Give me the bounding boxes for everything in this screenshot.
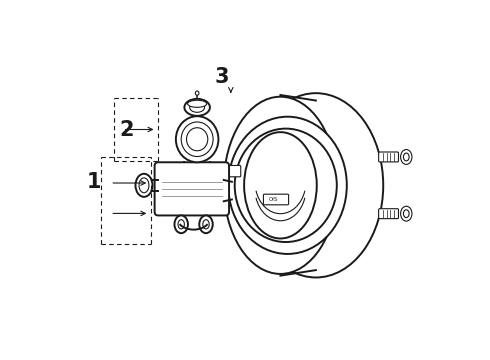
Ellipse shape — [178, 220, 184, 229]
Ellipse shape — [244, 132, 317, 238]
Text: 3: 3 — [215, 67, 229, 87]
Ellipse shape — [401, 149, 412, 165]
Ellipse shape — [248, 93, 383, 278]
Ellipse shape — [196, 91, 199, 95]
Text: 1: 1 — [87, 172, 101, 192]
Text: 2: 2 — [119, 120, 133, 140]
Ellipse shape — [203, 220, 209, 229]
Ellipse shape — [199, 215, 213, 233]
FancyBboxPatch shape — [379, 152, 398, 162]
Ellipse shape — [135, 174, 152, 197]
Ellipse shape — [181, 122, 213, 157]
FancyBboxPatch shape — [379, 209, 398, 219]
Ellipse shape — [190, 102, 205, 112]
FancyBboxPatch shape — [264, 194, 289, 205]
Ellipse shape — [174, 215, 188, 233]
Ellipse shape — [403, 210, 409, 217]
Ellipse shape — [235, 129, 337, 242]
Ellipse shape — [184, 99, 210, 116]
FancyBboxPatch shape — [155, 162, 229, 215]
Ellipse shape — [224, 97, 337, 274]
Ellipse shape — [176, 116, 219, 162]
Ellipse shape — [228, 117, 347, 254]
Ellipse shape — [188, 100, 207, 107]
Ellipse shape — [187, 128, 208, 151]
Ellipse shape — [139, 178, 149, 193]
Text: OIS: OIS — [269, 197, 278, 202]
FancyBboxPatch shape — [224, 166, 241, 177]
Ellipse shape — [403, 153, 409, 161]
Ellipse shape — [401, 206, 412, 221]
